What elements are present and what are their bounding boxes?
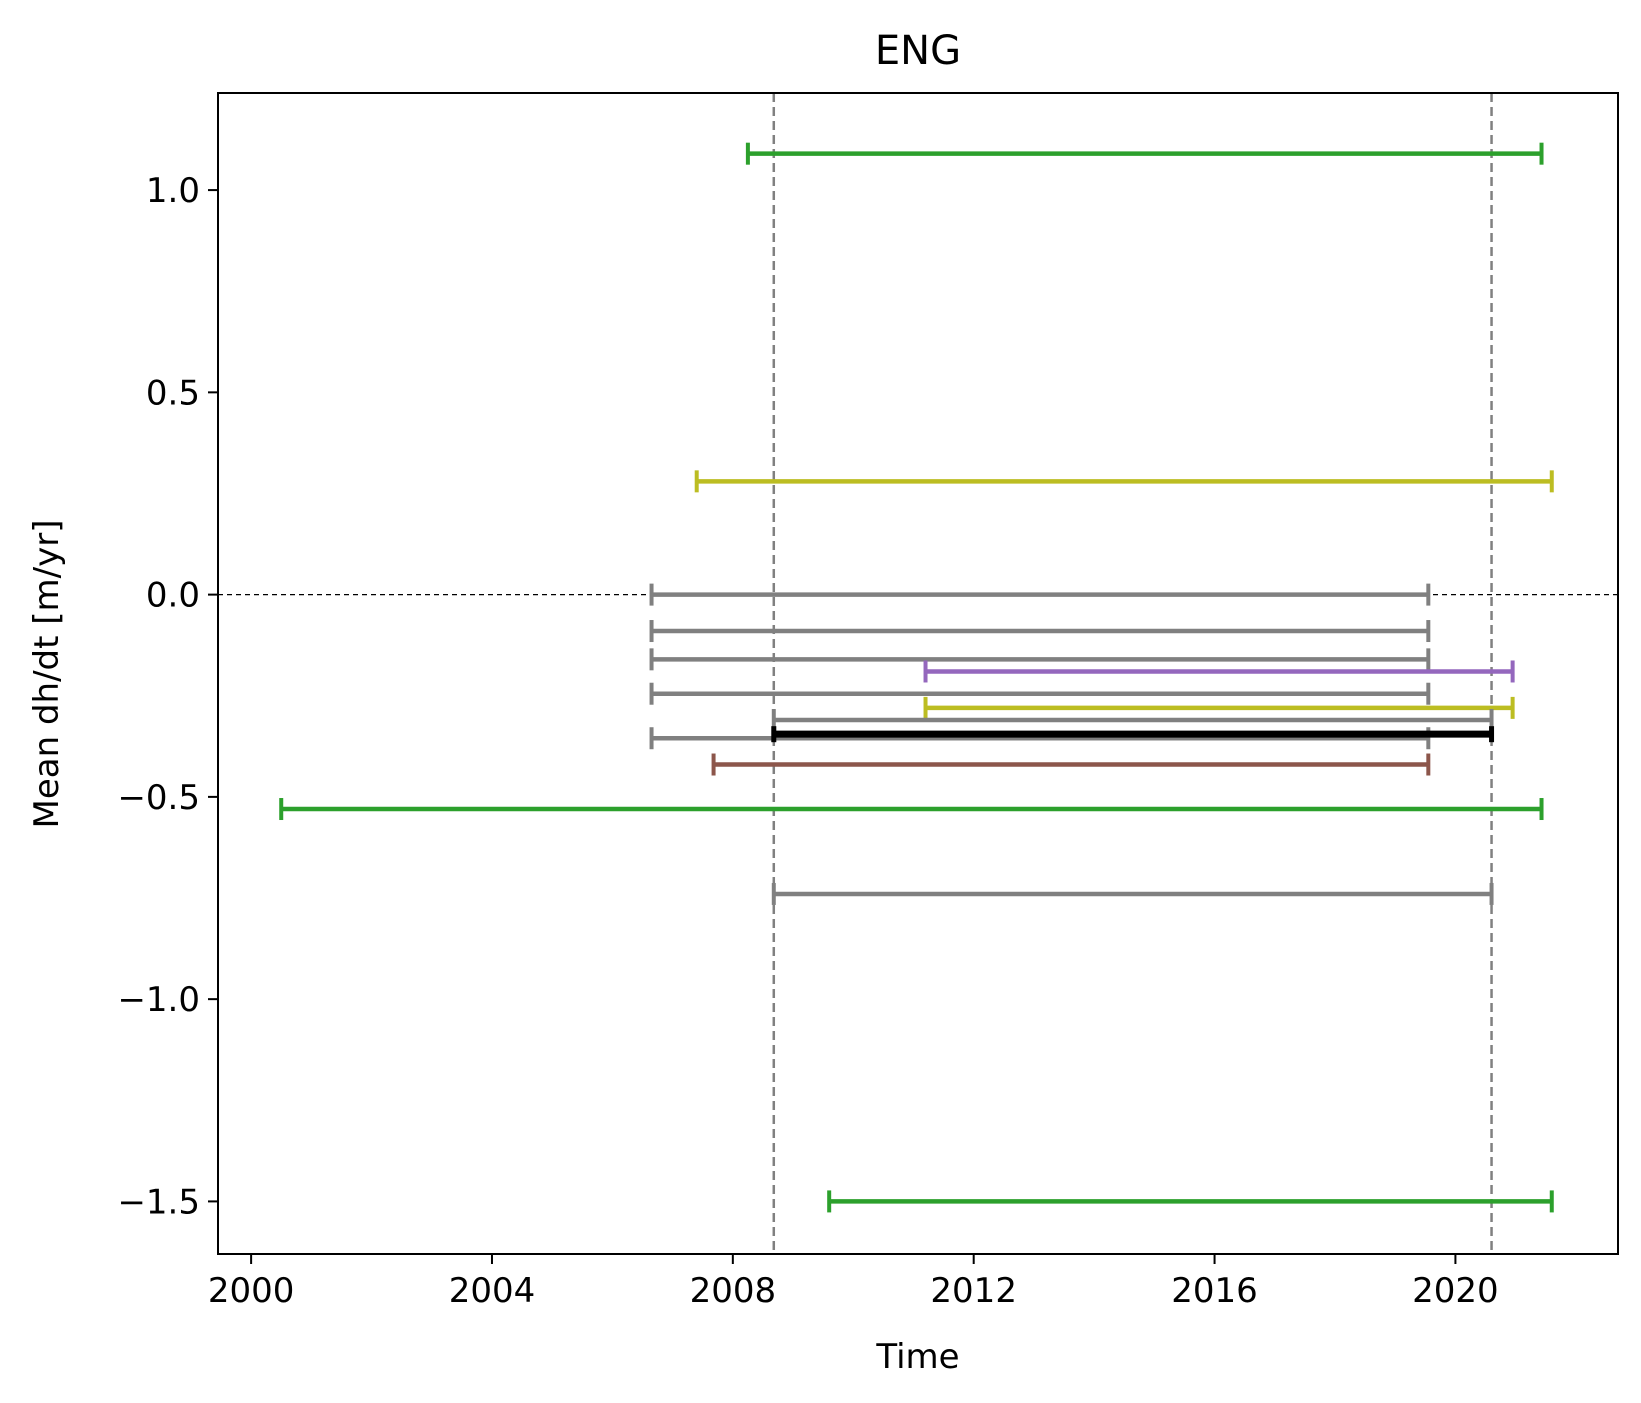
interval-4 [649,620,1431,643]
y-tick-label: 0.0 [146,576,200,616]
y-axis-title: Mean dh/dt [m/yr] [27,520,67,829]
x-tick-label: 2016 [1171,1271,1258,1311]
interval-15 [827,1190,1554,1213]
y-axis: 1.0 0.5 0.0 −0.5 −1.0 −1.5 [117,171,218,1222]
interval-2 [694,470,1554,493]
interval-14 [771,882,1494,905]
interval-7 [649,682,1431,705]
interval-9 [771,709,1494,732]
interval-3 [649,583,1431,606]
y-tick-label: 0.5 [146,373,200,413]
chart-title: ENG [875,28,961,74]
interval-8 [923,696,1515,719]
x-tick-label: 2012 [930,1271,1017,1311]
interval-6 [923,660,1515,683]
x-tick-label: 2008 [690,1271,777,1311]
interval-series [279,142,1554,1213]
x-axis-title: Time [875,1337,959,1377]
x-axis: 2000 2004 2008 2012 2016 2020 [208,1254,1499,1311]
x-tick-label: 2020 [1412,1271,1499,1311]
x-tick-label: 2000 [208,1271,295,1311]
interval-10 [649,727,1431,750]
interval-12 [711,753,1431,776]
interval-11 [771,726,1495,743]
y-tick-label: −1.0 [117,980,200,1020]
interval-13 [279,798,1544,821]
x-tick-label: 2004 [449,1271,536,1311]
y-tick-label: −0.5 [117,778,200,818]
interval-1 [745,142,1544,165]
interval-5 [649,648,1431,671]
y-tick-label: 1.0 [146,171,200,211]
plot-frame [217,92,1619,1255]
y-tick-label: −1.5 [117,1182,200,1222]
